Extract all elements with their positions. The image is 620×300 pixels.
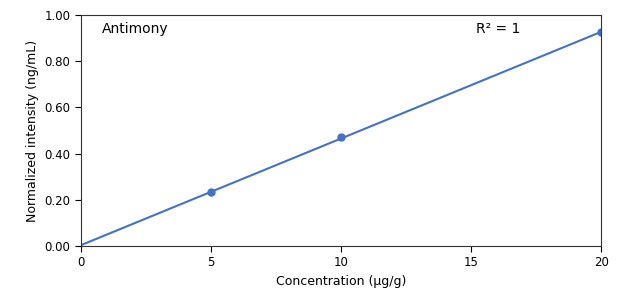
Text: Antimony: Antimony: [102, 22, 168, 36]
Text: R² = 1: R² = 1: [476, 22, 521, 36]
Point: [336, 135, 346, 140]
X-axis label: Concentration (µg/g): Concentration (µg/g): [276, 275, 406, 288]
Y-axis label: Normalized intensity (ng/mL): Normalized intensity (ng/mL): [25, 39, 38, 222]
Point: [206, 189, 216, 194]
Point: [596, 30, 606, 35]
